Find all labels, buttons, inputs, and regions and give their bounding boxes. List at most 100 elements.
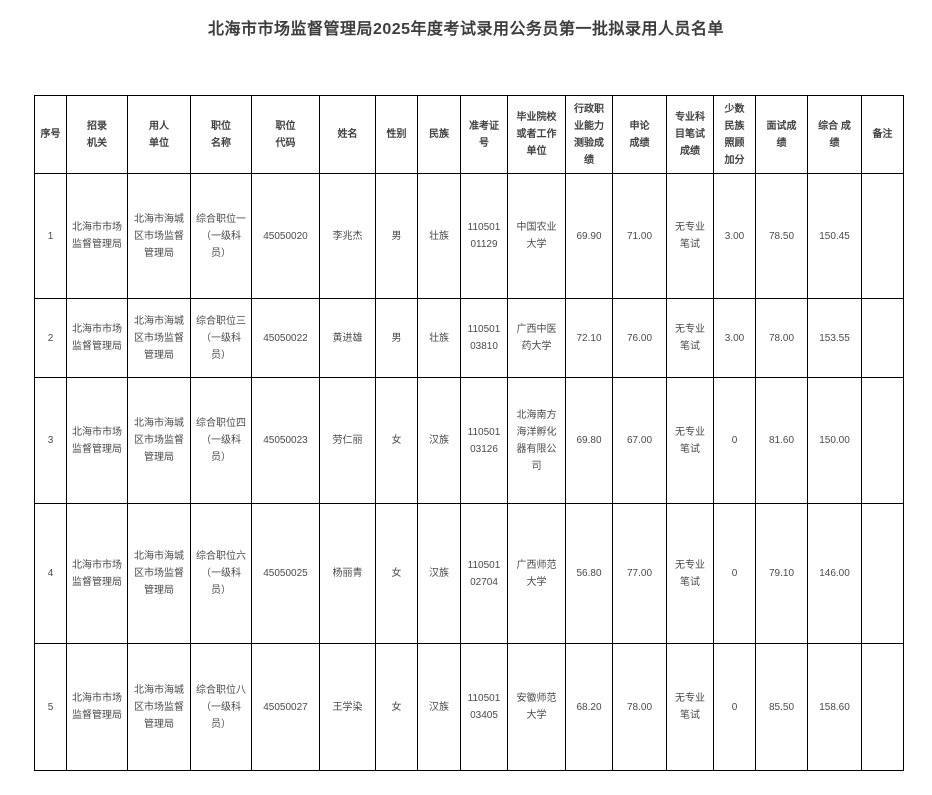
cell-gender: 男 [375,173,418,299]
cell-professional_test: 无专业笔试 [666,503,714,644]
cell-agency: 北海市市场监督管理局 [66,643,128,771]
column-header-exam_no: 准考证 号 [460,95,508,174]
cell-minority_bonus: 0 [713,503,756,644]
column-header-ethnicity: 民族 [417,95,461,174]
cell-name: 李兆杰 [319,173,376,299]
cell-seq: 5 [34,643,67,771]
cell-professional_test: 无专业笔试 [666,643,714,771]
column-header-position_code: 职位 代码 [251,95,320,174]
cell-position_name: 综合职位四（一级科员） [190,377,252,504]
cell-remarks [861,377,904,504]
cell-aptitude_score: 69.90 [565,173,613,299]
cell-interview_score: 78.00 [755,298,808,378]
cell-school_or_work: 北海南方海洋孵化器有限公司 [507,377,566,504]
cell-exam_no: 11050103405 [460,643,508,771]
cell-remarks [861,503,904,644]
table-body: 1 北海市市场监督管理局 北海市海城区市场监督管理局 综合职位一（一级科员） 45050… [34,173,904,771]
table-row: 5 北海市市场监督管理局 北海市海城区市场监督管理局 综合职位八（一级科员） 45050… [34,643,904,771]
cell-remarks [861,173,904,299]
cell-employer: 北海市海城区市场监督管理局 [127,377,191,504]
cell-ethnicity: 汉族 [417,377,461,504]
cell-essay_score: 71.00 [612,173,667,299]
cell-name: 黄进雄 [319,298,376,378]
cell-aptitude_score: 68.20 [565,643,613,771]
header-row: 序号 招录 机关 用人 单位 职位 名称 职位 代码 姓名 性别 民族 准考证 号毕业院校 或者… [34,95,904,174]
cell-position_name: 综合职位一（一级科员） [190,173,252,299]
cell-position_name: 综合职位六（一级科员） [190,503,252,644]
cell-interview_score: 79.10 [755,503,808,644]
cell-gender: 男 [375,298,418,378]
cell-remarks [861,643,904,771]
cell-remarks [861,298,904,378]
cell-agency: 北海市市场监督管理局 [66,503,128,644]
cell-school_or_work: 广西师范大学 [507,503,566,644]
cell-seq: 2 [34,298,67,378]
cell-agency: 北海市市场监督管理局 [66,377,128,504]
cell-aptitude_score: 56.80 [565,503,613,644]
cell-exam_no: 11050101129 [460,173,508,299]
cell-aptitude_score: 69.80 [565,377,613,504]
column-header-employer: 用人 单位 [127,95,191,174]
cell-essay_score: 78.00 [612,643,667,771]
cell-agency: 北海市市场监督管理局 [66,173,128,299]
column-header-professional_test: 专业科 目笔试 成绩 [666,95,714,174]
table-row: 1 北海市市场监督管理局 北海市海城区市场监督管理局 综合职位一（一级科员） 45050… [34,173,904,299]
cell-minority_bonus: 3.00 [713,173,756,299]
column-header-agency: 招录 机关 [66,95,128,174]
cell-employer: 北海市海城区市场监督管理局 [127,298,191,378]
cell-total_score: 150.00 [807,377,862,504]
cell-name: 王学染 [319,643,376,771]
cell-minority_bonus: 3.00 [713,298,756,378]
cell-essay_score: 67.00 [612,377,667,504]
cell-position_code: 45050025 [251,503,320,644]
table-row: 4 北海市市场监督管理局 北海市海城区市场监督管理局 综合职位六（一级科员） 45050… [34,503,904,644]
cell-professional_test: 无专业笔试 [666,298,714,378]
cell-professional_test: 无专业笔试 [666,173,714,299]
cell-position_code: 45050020 [251,173,320,299]
cell-school_or_work: 安徽师范大学 [507,643,566,771]
cell-exam_no: 11050103810 [460,298,508,378]
cell-position_name: 综合职位三（一级科员） [190,298,252,378]
cell-ethnicity: 汉族 [417,503,461,644]
column-header-interview_score: 面试成 绩 [755,95,808,174]
cell-seq: 1 [34,173,67,299]
cell-essay_score: 77.00 [612,503,667,644]
cell-total_score: 158.60 [807,643,862,771]
cell-name: 杨丽青 [319,503,376,644]
cell-interview_score: 85.50 [755,643,808,771]
cell-employer: 北海市海城区市场监督管理局 [127,503,191,644]
column-header-total_score: 综合 成 绩 [807,95,862,174]
cell-gender: 女 [375,643,418,771]
cell-seq: 3 [34,377,67,504]
column-header-position_name: 职位 名称 [190,95,252,174]
column-header-gender: 性别 [375,95,418,174]
cell-employer: 北海市海城区市场监督管理局 [127,643,191,771]
column-header-essay_score: 申论 成绩 [612,95,667,174]
table-row: 3 北海市市场监督管理局 北海市海城区市场监督管理局 综合职位四（一级科员） 45050… [34,377,904,504]
cell-position_code: 45050027 [251,643,320,771]
cell-interview_score: 78.50 [755,173,808,299]
cell-position_code: 45050022 [251,298,320,378]
cell-school_or_work: 中国农业大学 [507,173,566,299]
cell-exam_no: 11050102704 [460,503,508,644]
column-header-name: 姓名 [319,95,376,174]
cell-interview_score: 81.60 [755,377,808,504]
cell-position_name: 综合职位八（一级科员） [190,643,252,771]
table-row: 2 北海市市场监督管理局 北海市海城区市场监督管理局 综合职位三（一级科员） 45050… [34,298,904,378]
cell-ethnicity: 壮族 [417,298,461,378]
cell-aptitude_score: 72.10 [565,298,613,378]
cell-employer: 北海市海城区市场监督管理局 [127,173,191,299]
cell-total_score: 153.55 [807,298,862,378]
page-title: 北海市市场监督管理局2025年度考试录用公务员第一批拟录用人员名单 [207,21,725,38]
column-header-school_or_work: 毕业院校 或者工作 单位 [507,95,566,174]
column-header-aptitude_score: 行政职 业能力 测验成 绩 [565,95,613,174]
cell-gender: 女 [375,377,418,504]
cell-school_or_work: 广西中医药大学 [507,298,566,378]
recruitment-roster-table: 序号 招录 机关 用人 单位 职位 名称 职位 代码 姓名 性别 民族 准考证 号毕业院校 或者… [34,95,904,771]
cell-ethnicity: 汉族 [417,643,461,771]
cell-total_score: 150.45 [807,173,862,299]
column-header-seq: 序号 [34,95,67,174]
cell-name: 劳仁丽 [319,377,376,504]
cell-position_code: 45050023 [251,377,320,504]
cell-exam_no: 11050103126 [460,377,508,504]
